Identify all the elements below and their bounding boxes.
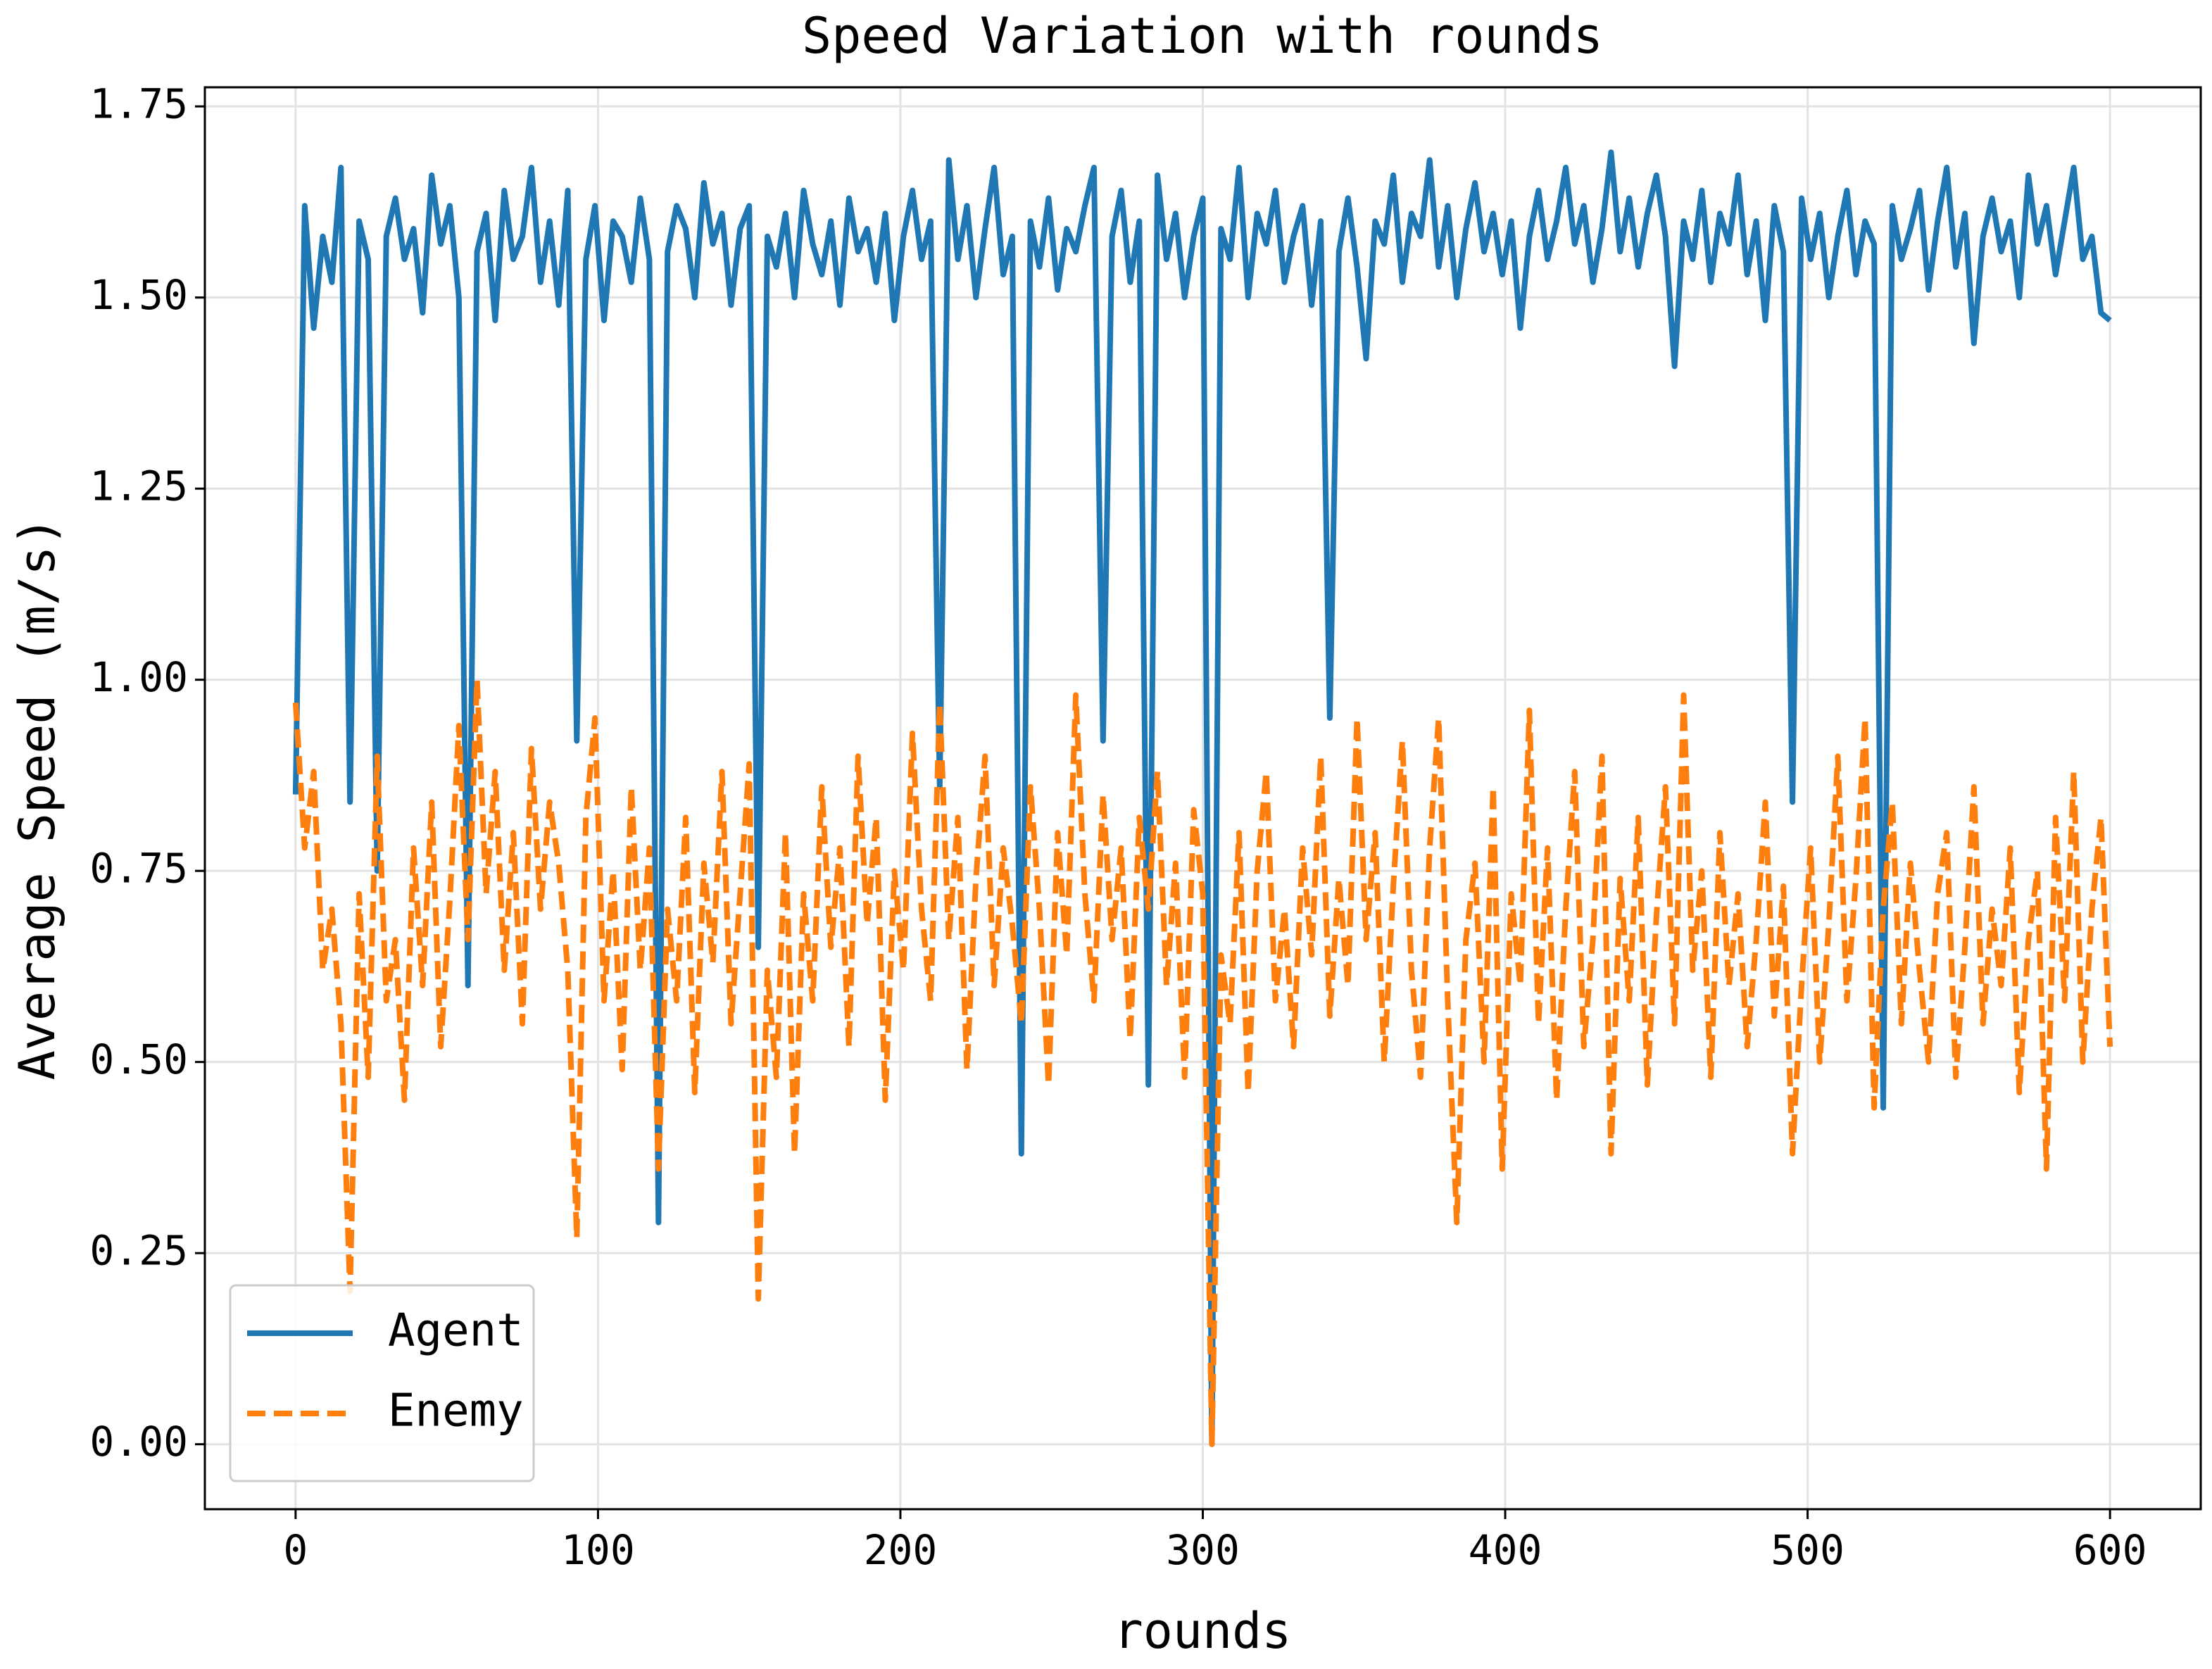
y-tick-label: 1.25 [89, 462, 188, 510]
line-series [292, 149, 2112, 1447]
y-tick-label: 1.00 [89, 653, 188, 701]
x-tick-label: 100 [561, 1526, 635, 1574]
y-axis-label: Average Speed (m/s) [8, 517, 66, 1081]
legend-label: Agent [388, 1305, 524, 1357]
x-tick-label: 300 [1166, 1526, 1240, 1574]
y-tick-label: 0.25 [89, 1226, 188, 1274]
legend: Agent Enemy [229, 1284, 535, 1482]
y-tick-label: 1.75 [89, 80, 188, 127]
y-tick-label: 0.00 [89, 1418, 188, 1466]
x-axis-label: rounds [1114, 1602, 1292, 1660]
x-tick-label: 200 [864, 1526, 938, 1574]
x-tick-label: 0 [283, 1526, 308, 1574]
y-tick-label: 1.50 [89, 271, 188, 319]
x-tick-label: 600 [2073, 1526, 2147, 1574]
y-tick-label: 0.50 [89, 1035, 188, 1083]
line-series [292, 676, 2113, 1447]
x-tick-label: 400 [1469, 1526, 1542, 1574]
x-tick-label: 500 [1771, 1526, 1845, 1574]
plot-frame [203, 86, 2202, 1511]
chart-title: Speed Variation with rounds [802, 7, 1603, 65]
legend-label: Enemy [388, 1385, 524, 1437]
y-tick-label: 0.75 [89, 844, 188, 892]
